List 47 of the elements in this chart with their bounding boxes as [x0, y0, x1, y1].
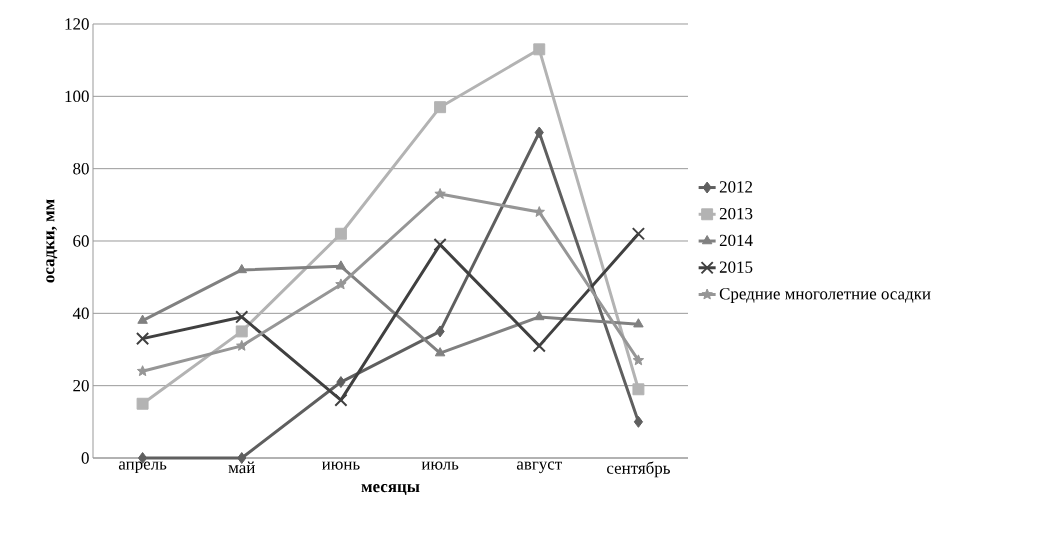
- y-tick-label: 60: [73, 235, 89, 247]
- point: [336, 376, 346, 389]
- point: [434, 188, 446, 199]
- point: [335, 260, 347, 270]
- point: [137, 314, 148, 324]
- x-tick-label: июнь: [321, 461, 360, 470]
- point: [533, 43, 546, 56]
- y-tick-label: 0: [81, 452, 89, 464]
- legend-label: 2012: [719, 181, 753, 193]
- point: [433, 237, 447, 252]
- point: [235, 310, 249, 324]
- point: [632, 354, 645, 366]
- point: [334, 227, 347, 240]
- point: [235, 325, 248, 338]
- point: [534, 126, 544, 139]
- point: [335, 278, 347, 290]
- point: [533, 206, 545, 217]
- point: [135, 332, 150, 346]
- point: [632, 383, 645, 396]
- point: [136, 397, 149, 410]
- legend-label: Средние многолетние осадки: [719, 288, 931, 303]
- y-tick-label: 20: [73, 379, 89, 392]
- y-tick-label: 40: [72, 307, 89, 320]
- y-tick-label: 100: [65, 90, 89, 103]
- legend-label: 2015: [719, 261, 753, 273]
- point: [633, 318, 644, 328]
- point: [236, 339, 248, 351]
- point: [534, 310, 545, 321]
- x-tick-label: июль: [421, 461, 459, 470]
- y-tick-label: 80: [73, 162, 89, 175]
- x-tick-label: май: [228, 461, 255, 474]
- point: [334, 393, 348, 407]
- x-axis-title: месяцы: [361, 484, 420, 496]
- point: [435, 325, 445, 338]
- point: [532, 339, 546, 353]
- point: [434, 347, 446, 357]
- x-tick-label: апрель: [118, 461, 167, 474]
- point: [236, 263, 247, 274]
- legend-label: 2013: [719, 207, 753, 220]
- point: [631, 227, 646, 241]
- point: [633, 415, 644, 428]
- y-tick-label: 120: [65, 18, 89, 30]
- point: [434, 101, 447, 114]
- legend-label: 2014: [719, 234, 753, 247]
- x-tick-label: сентябрь: [607, 461, 670, 478]
- x-tick-label: август: [516, 461, 562, 474]
- y-axis-title: осадки, мм: [46, 199, 58, 283]
